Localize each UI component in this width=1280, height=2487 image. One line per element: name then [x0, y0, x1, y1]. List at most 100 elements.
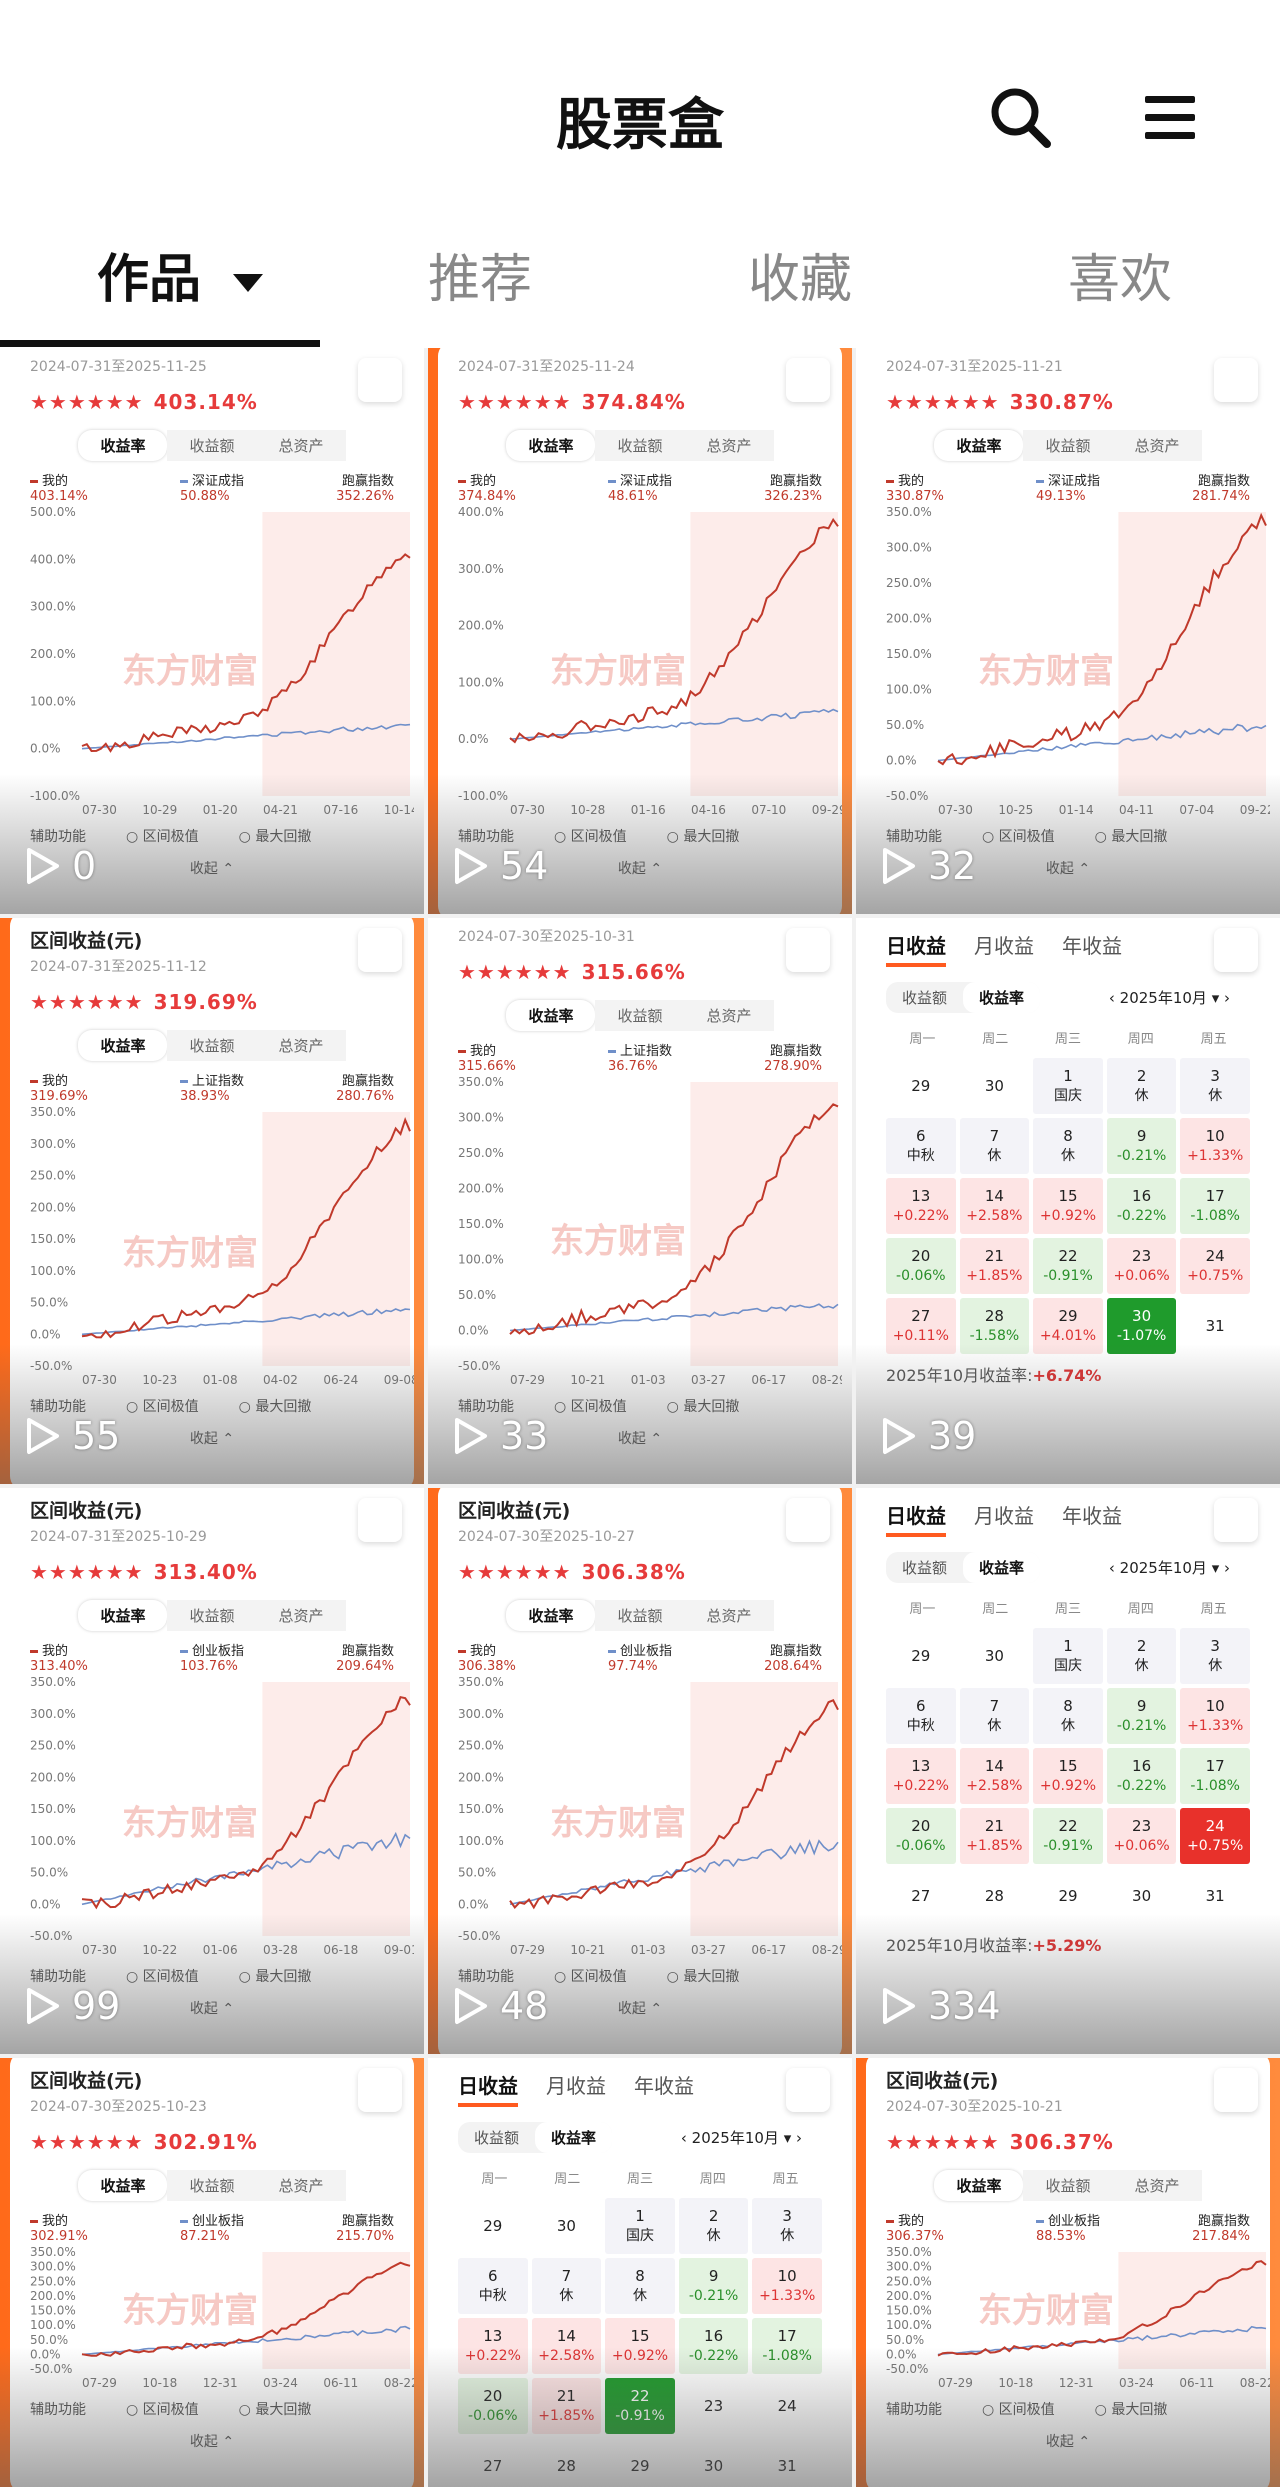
work-card[interactable]: 日收益 月收益 年收益 收益额 收益率 ‹ 2025年10月 ▾ › 周一 周二 周三 周四 周五 2…: [856, 1488, 1280, 2054]
menu-icon[interactable]: [1135, 82, 1205, 152]
metric-option[interactable]: 收益额: [167, 430, 257, 461]
metric-option[interactable]: 总资产: [684, 430, 774, 461]
tab-favorites[interactable]: 收藏: [747, 250, 852, 310]
metric-option[interactable]: 收益率: [78, 1600, 168, 1631]
calendar-day[interactable]: 9 -0.21%: [1106, 1118, 1177, 1174]
calendar-day[interactable]: 31: [1180, 1298, 1250, 1354]
select-checkbox[interactable]: [1214, 1498, 1258, 1542]
metric-option[interactable]: 总资产: [256, 2170, 346, 2201]
calendar-day[interactable]: 30: [532, 2198, 602, 2254]
calendar-day[interactable]: 29: [886, 1628, 956, 1684]
select-checkbox[interactable]: [1214, 358, 1258, 402]
calendar-day[interactable]: 14 +2.58%: [959, 1178, 1030, 1234]
select-checkbox[interactable]: [358, 2068, 402, 2112]
calendar-metric-option[interactable]: 收益额: [474, 2129, 520, 2147]
calendar-tab[interactable]: 年收益: [1062, 1504, 1122, 1528]
month-selector[interactable]: ‹ 2025年10月 ▾ ›: [680, 2129, 802, 2147]
metric-option[interactable]: 收益率: [506, 1000, 596, 1031]
calendar-metric-option[interactable]: 收益率: [963, 1552, 1041, 1583]
calendar-day[interactable]: 17 -1.08%: [1180, 1178, 1250, 1234]
metric-option[interactable]: 收益额: [1023, 2170, 1113, 2201]
calendar-day[interactable]: 14 +2.58%: [959, 1748, 1030, 1804]
metric-option[interactable]: 收益率: [506, 1600, 596, 1631]
calendar-day[interactable]: 21 +1.85%: [959, 1808, 1030, 1864]
month-selector[interactable]: ‹ 2025年10月 ▾ ›: [1108, 1559, 1230, 1577]
select-checkbox[interactable]: [358, 928, 402, 972]
calendar-day[interactable]: 22 -0.91%: [1033, 1238, 1103, 1294]
select-checkbox[interactable]: [1214, 2068, 1258, 2112]
metric-option[interactable]: 收益额: [595, 1600, 685, 1631]
metric-option[interactable]: 总资产: [684, 1000, 774, 1031]
calendar-tab[interactable]: 月收益: [974, 1504, 1034, 1528]
calendar-day[interactable]: 13 +0.22%: [886, 1748, 956, 1804]
work-card[interactable]: 区间收益(元) 2024-07-30至2025-10-27 ★★★★★★ 306.38…: [428, 1488, 852, 2054]
work-card[interactable]: 区间收益(元) 2024-07-30至2025-10-21 ★★★★★★ 306.37…: [856, 2058, 1280, 2487]
calendar-day[interactable]: 27: [886, 1868, 956, 1924]
calendar-day[interactable]: 23 +0.06%: [1106, 1808, 1177, 1864]
select-checkbox[interactable]: [786, 358, 830, 402]
calendar-day[interactable]: 23 +0.06%: [1106, 1238, 1177, 1294]
calendar-day[interactable]: 9 -0.21%: [678, 2258, 749, 2314]
metric-option[interactable]: 收益额: [167, 1030, 257, 1061]
calendar-day[interactable]: 15 +0.92%: [1033, 1178, 1103, 1234]
calendar-day[interactable]: 1 国庆: [605, 2198, 675, 2254]
calendar-day[interactable]: 20 -0.06%: [886, 1238, 956, 1294]
calendar-day[interactable]: 10 +1.33%: [1180, 1118, 1250, 1174]
calendar-day[interactable]: 29: [1033, 1868, 1103, 1924]
select-checkbox[interactable]: [786, 1498, 830, 1542]
metric-option[interactable]: 总资产: [684, 1600, 774, 1631]
calendar-day[interactable]: 1 国庆: [1033, 1058, 1103, 1114]
calendar-day[interactable]: 6 中秋: [886, 1688, 956, 1744]
calendar-day[interactable]: 16 -0.22%: [1106, 1748, 1177, 1804]
work-card[interactable]: 区间收益(元) 2024-07-31至2025-11-12 ★★★★★★ 319.69…: [0, 918, 424, 1484]
select-checkbox[interactable]: [786, 928, 830, 972]
work-card[interactable]: 日收益 月收益 年收益 收益额 收益率 ‹ 2025年10月 ▾ › 周一 周二 周三 周四 周五 2…: [856, 918, 1280, 1484]
calendar-day[interactable]: 21 +1.85%: [959, 1238, 1030, 1294]
metric-option[interactable]: 收益率: [934, 2170, 1024, 2201]
calendar-metric-option[interactable]: 收益额: [902, 989, 948, 1007]
work-card[interactable]: 2024-07-31至2025-11-25 ★★★★★★ 403.14% 收益率 收益额…: [0, 348, 424, 914]
calendar-day[interactable]: 29: [886, 1058, 956, 1114]
select-checkbox[interactable]: [786, 2068, 830, 2112]
metric-option[interactable]: 收益额: [595, 1000, 685, 1031]
calendar-tab[interactable]: 月收益: [974, 934, 1034, 958]
metric-option[interactable]: 总资产: [256, 430, 346, 461]
metric-option[interactable]: 收益率: [78, 1030, 168, 1061]
calendar-day[interactable]: 9 -0.21%: [1106, 1688, 1177, 1744]
metric-option[interactable]: 收益率: [934, 430, 1024, 461]
work-card[interactable]: 2024-07-30至2025-10-31 ★★★★★★ 315.66% 收益率 收益额…: [428, 918, 852, 1484]
calendar-tab[interactable]: 日收益: [458, 2070, 518, 2107]
work-card[interactable]: 2024-07-31至2025-11-24 ★★★★★★ 374.84% 收益率 收益额…: [428, 348, 852, 914]
metric-option[interactable]: 收益率: [78, 430, 168, 461]
metric-option[interactable]: 总资产: [1112, 2170, 1202, 2201]
search-icon[interactable]: [985, 82, 1055, 152]
select-checkbox[interactable]: [358, 1498, 402, 1542]
calendar-day[interactable]: 16 -0.22%: [1106, 1178, 1177, 1234]
calendar-tab[interactable]: 年收益: [634, 2074, 694, 2098]
select-checkbox[interactable]: [1214, 928, 1258, 972]
calendar-tab[interactable]: 月收益: [546, 2074, 606, 2098]
calendar-day[interactable]: 30: [960, 1628, 1030, 1684]
calendar-day[interactable]: 1 国庆: [1033, 1628, 1103, 1684]
metric-option[interactable]: 收益额: [595, 430, 685, 461]
select-checkbox[interactable]: [358, 358, 402, 402]
calendar-tab[interactable]: 日收益: [886, 1500, 946, 1537]
calendar-metric-option[interactable]: 收益额: [902, 1559, 948, 1577]
calendar-day[interactable]: 20 -0.06%: [886, 1808, 956, 1864]
calendar-day[interactable]: 31: [1180, 1868, 1250, 1924]
calendar-day[interactable]: 24 +0.75%: [1180, 1238, 1250, 1294]
calendar-day[interactable]: 6 中秋: [886, 1118, 956, 1174]
tab-likes[interactable]: 喜欢: [1067, 250, 1172, 310]
calendar-day[interactable]: 13 +0.22%: [886, 1178, 956, 1234]
calendar-day[interactable]: 30: [1107, 1868, 1177, 1924]
metric-option[interactable]: 收益额: [167, 2170, 257, 2201]
